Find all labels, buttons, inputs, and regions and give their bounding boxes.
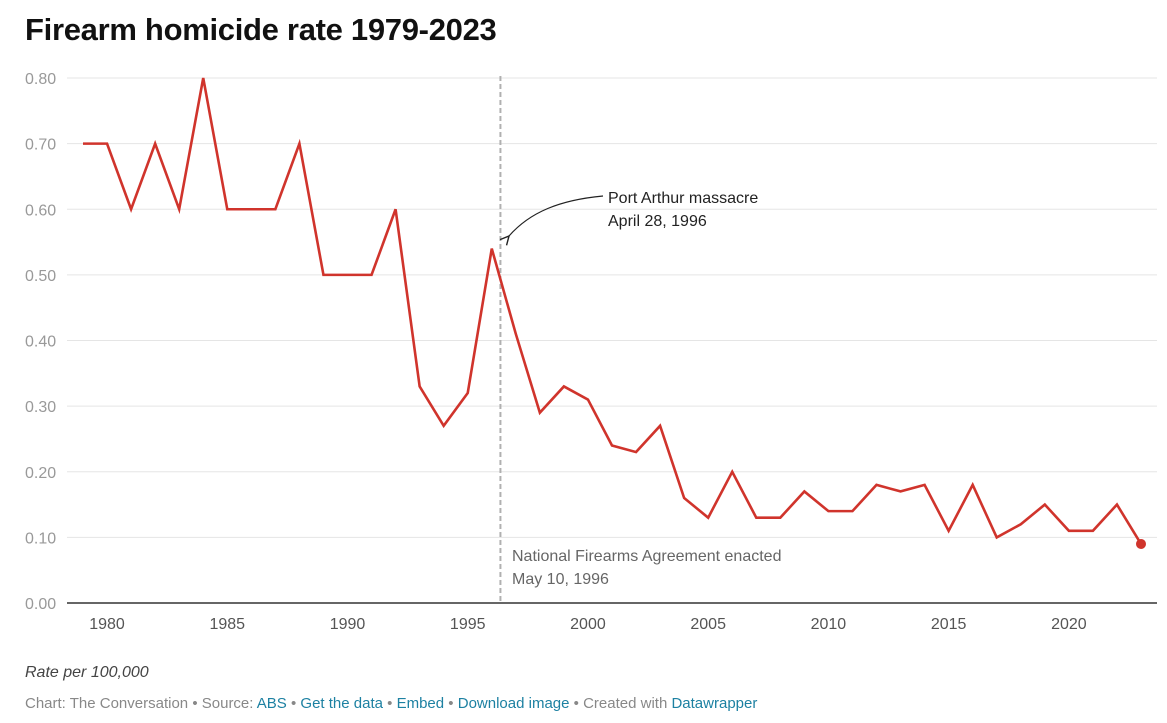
gridlines <box>67 77 1157 538</box>
chart-footer: Chart: The Conversation • Source: ABS • … <box>25 695 757 712</box>
x-axis: 1980 1985 1990 1995 2000 2005 2010 2015 2020 <box>89 616 1087 633</box>
data-point <box>586 398 590 402</box>
y-tick-label: 0.30 <box>25 399 56 416</box>
data-point <box>81 142 85 146</box>
data-point <box>346 273 350 277</box>
data-point <box>273 207 277 211</box>
x-tick-label: 2000 <box>570 616 606 633</box>
footer-separator: • <box>448 695 454 712</box>
data-point <box>971 483 975 487</box>
x-tick-label: 1990 <box>330 616 366 633</box>
data-point <box>1043 503 1047 507</box>
data-point <box>947 529 951 533</box>
data-point <box>177 207 181 211</box>
data-point <box>201 76 205 80</box>
data-point <box>1019 522 1023 526</box>
y-tick-label: 0.60 <box>25 202 56 219</box>
y-tick-label: 0.50 <box>25 268 56 285</box>
data-point <box>826 509 830 513</box>
data-point <box>321 273 325 277</box>
data-point <box>706 516 710 520</box>
x-tick-label: 2010 <box>811 616 847 633</box>
data-point <box>538 411 542 415</box>
data-point <box>754 516 758 520</box>
y-tick-label: 0.40 <box>25 334 56 351</box>
footer-separator: • <box>192 695 198 712</box>
data-point <box>370 273 374 277</box>
source-link-abs[interactable]: ABS <box>256 695 287 712</box>
chart-title: Firearm homicide rate 1979-2023 <box>25 12 497 47</box>
annotation-arrow <box>509 195 604 236</box>
x-tick-label: 1980 <box>89 616 125 633</box>
annotation-nfa-title: National Firearms Agreement enacted <box>512 548 781 565</box>
data-point <box>682 496 686 500</box>
data-point <box>634 450 638 454</box>
y-tick-label: 0.70 <box>25 137 56 154</box>
data-point <box>875 483 879 487</box>
data-point <box>562 384 566 388</box>
data-point <box>1091 529 1095 533</box>
annotation-port-arthur-title: Port Arthur massacre <box>608 190 758 207</box>
get-the-data-link[interactable]: Get the data <box>300 695 383 712</box>
data-point <box>1115 503 1119 507</box>
data-point <box>225 207 229 211</box>
unit-note: Rate per 100,000 <box>25 664 149 681</box>
data-point <box>995 535 999 539</box>
annotation-nfa-date: May 10, 1996 <box>512 571 609 588</box>
y-tick-label: 0.80 <box>25 71 56 88</box>
data-point <box>442 424 446 428</box>
x-tick-label: 2015 <box>931 616 967 633</box>
annotation-port-arthur-date: April 28, 1996 <box>608 213 707 230</box>
footer-separator: • <box>573 695 579 712</box>
data-point <box>394 207 398 211</box>
data-point <box>802 489 806 493</box>
x-tick-label: 2005 <box>690 616 726 633</box>
embed-link[interactable]: Embed <box>396 695 445 712</box>
footer-source-label: Source: <box>201 695 254 712</box>
data-point <box>658 424 662 428</box>
footer-credit: Chart: The Conversation <box>25 695 189 712</box>
x-tick-label: 2020 <box>1051 616 1087 633</box>
data-point <box>466 391 470 395</box>
x-tick-label: 1995 <box>450 616 486 633</box>
data-point <box>610 444 614 448</box>
footer-created-with: Created with <box>583 695 668 712</box>
y-tick-label: 0.00 <box>25 596 56 613</box>
data-point <box>129 207 133 211</box>
data-point <box>923 483 927 487</box>
data-point <box>730 470 734 474</box>
y-axis: 0.00 0.10 0.20 0.30 0.40 0.50 0.60 0.70 0.80 <box>25 71 56 613</box>
data-point <box>490 247 494 251</box>
last-data-point <box>1136 538 1146 549</box>
data-point <box>1067 529 1071 533</box>
data-point <box>514 332 518 336</box>
data-point <box>899 489 903 493</box>
x-tick-label: 1985 <box>209 616 245 633</box>
footer-separator: • <box>387 695 393 712</box>
data-point <box>297 142 301 146</box>
data-point <box>418 384 422 388</box>
footer-separator: • <box>290 695 297 712</box>
datawrapper-link[interactable]: Datawrapper <box>671 695 758 712</box>
download-image-link[interactable]: Download image <box>457 695 570 712</box>
data-point <box>850 509 854 513</box>
data-point <box>105 142 109 146</box>
data-points <box>81 76 1146 549</box>
data-point <box>778 516 782 520</box>
series-line <box>83 77 1143 545</box>
data-point <box>249 207 253 211</box>
y-tick-label: 0.10 <box>25 530 56 547</box>
data-point <box>153 142 157 146</box>
y-tick-label: 0.20 <box>25 465 56 482</box>
